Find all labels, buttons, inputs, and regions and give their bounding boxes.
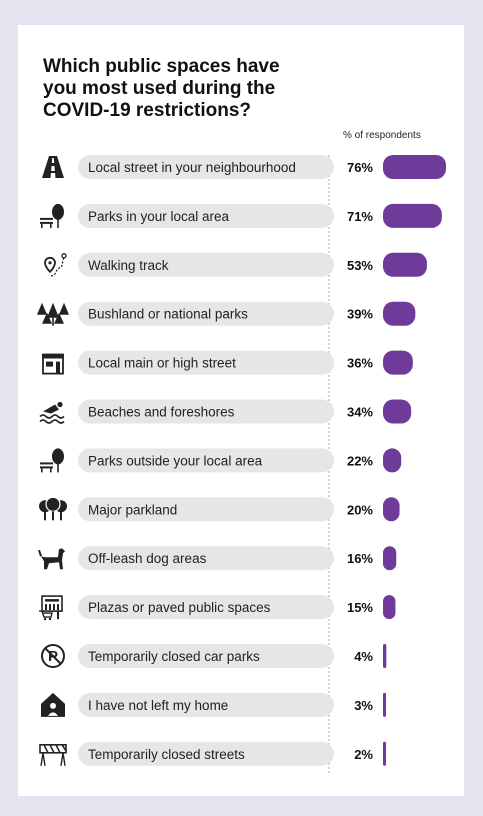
category-pill [78,741,334,766]
category-label: I have not left my home [88,698,228,713]
value-label: 4% [354,649,373,664]
category-label: Temporarily closed streets [88,747,245,762]
value-label: 53% [347,258,373,273]
bar [383,692,386,717]
category-pill [78,350,334,375]
category-label: Local main or high street [88,356,236,371]
category-pill [78,399,334,424]
value-label: 2% [354,747,373,762]
value-label: 15% [347,600,373,615]
bar [383,644,387,668]
road-icon [42,156,64,178]
title-line-1: Which public spaces have [43,56,280,77]
category-pill [78,203,334,228]
category-label: Major parkland [88,502,177,517]
bar [383,448,402,473]
value-label: 71% [347,209,373,224]
category-pill [78,252,334,277]
park-bench-tree-icon [40,448,64,473]
walking-track-icon [44,253,67,277]
park-bench-tree-icon [40,203,64,228]
category-pill [78,692,334,717]
bar [383,252,427,277]
bar [383,546,397,571]
category-pill [78,448,334,473]
bar [383,155,446,179]
category-pill [78,644,334,668]
category-pill [78,595,334,620]
value-label: 3% [354,698,373,713]
category-pill [78,155,334,179]
category-pill [78,546,334,571]
no-parking-icon: P [41,644,65,668]
category-label: Parks outside your local area [88,453,263,468]
category-label: Beaches and foreshores [88,405,235,420]
value-label: 20% [347,502,373,517]
bushland-trees-icon [37,302,69,326]
bar [383,350,413,375]
value-label: 76% [347,160,373,175]
category-label: Local street in your neighbourhood [88,160,296,175]
title-line-3: COVID-19 restrictions? [43,100,251,121]
value-label: 36% [347,356,373,371]
road-barrier-icon [39,743,67,766]
bar [383,203,442,228]
value-label: 34% [347,405,373,420]
category-label: Off-leash dog areas [88,551,207,566]
bar [383,301,416,326]
category-label: Temporarily closed car parks [88,649,260,664]
category-label: Walking track [88,258,169,273]
shopfront-icon [42,353,64,375]
category-pill [78,497,334,522]
parkland-trees-icon [39,496,67,521]
bar [383,595,396,620]
title-line-2: you most used during the [43,78,276,99]
value-label: 22% [347,453,373,468]
unit-label: % of respondents [343,130,421,141]
value-label: 16% [347,551,373,566]
dog-icon [38,548,65,570]
value-label: 39% [347,307,373,322]
bar [383,399,412,424]
bar [383,741,386,766]
plaza-building-icon [39,595,63,621]
category-pill [78,301,334,326]
category-label: Plazas or paved public spaces [88,600,271,615]
category-label: Parks in your local area [88,209,230,224]
swimmer-icon [39,401,65,424]
home-person-icon [41,692,65,717]
bar [383,497,400,522]
category-label: Bushland or national parks [88,307,248,322]
chart-title: Which public spaces have you most used d… [43,56,343,122]
